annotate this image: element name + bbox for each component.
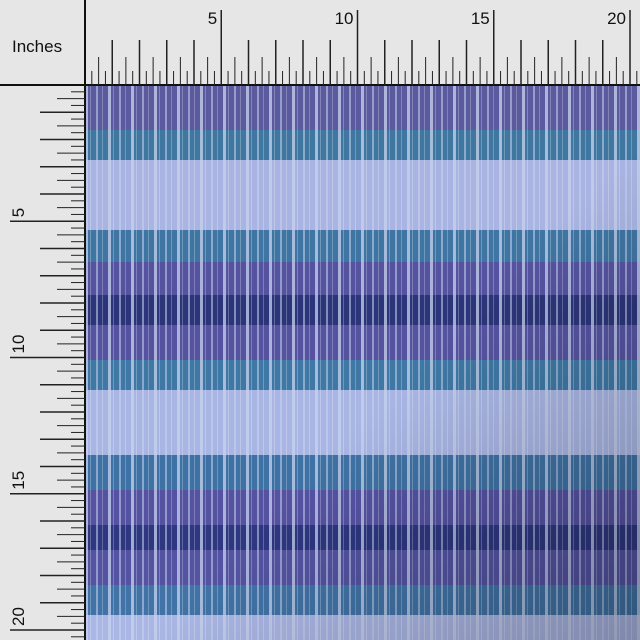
top-ruler-label: 20 <box>607 9 626 28</box>
top-ruler-label: 15 <box>471 9 490 28</box>
ruler-labels: 5 10 15 20 5 10 15 20 <box>9 9 626 626</box>
fabric <box>85 85 640 640</box>
top-ruler-label: 5 <box>208 9 217 28</box>
left-ruler-label: 5 <box>9 208 28 217</box>
left-ruler-label: 15 <box>9 471 28 490</box>
top-ruler-label: 10 <box>335 9 354 28</box>
left-ruler-label: 10 <box>9 335 28 354</box>
unit-label: Inches <box>12 37 62 56</box>
left-ruler-label: 20 <box>9 607 28 626</box>
